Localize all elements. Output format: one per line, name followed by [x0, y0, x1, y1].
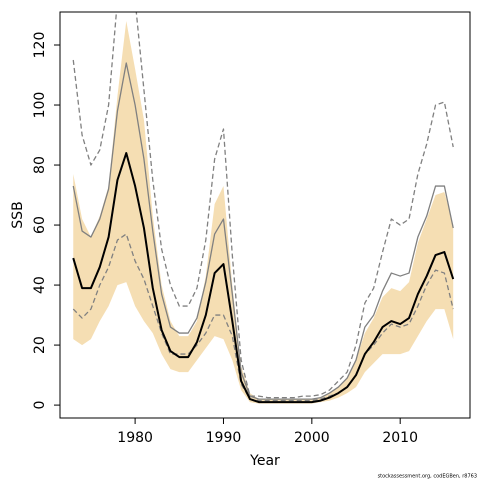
series-line [72, 62, 454, 400]
x-axis-label: Year [249, 453, 280, 469]
series-line [72, 152, 455, 404]
y-tick-label: 80 [32, 156, 48, 174]
series-line [72, 233, 454, 402]
plot-area [72, 12, 455, 404]
y-tick-label: 0 [32, 401, 48, 410]
x-tick-label: 2000 [294, 430, 330, 446]
y-tick-label: 60 [32, 216, 48, 234]
y-tick-label: 20 [32, 336, 48, 354]
x-tick-label: 2010 [382, 430, 418, 446]
y-tick-label: 120 [32, 32, 48, 59]
x-tick-label: 1990 [206, 430, 242, 446]
plot-frame [59, 11, 471, 419]
x-tick-label: 1980 [117, 430, 153, 446]
footnote: stockassessment.org, codEGBen, r8763 [378, 474, 477, 480]
confidence-band [73, 21, 454, 404]
y-tick-label: 100 [32, 92, 48, 119]
y-axis-label: SSB [10, 201, 26, 228]
series-line [72, 12, 454, 399]
y-tick-label: 40 [32, 276, 48, 294]
